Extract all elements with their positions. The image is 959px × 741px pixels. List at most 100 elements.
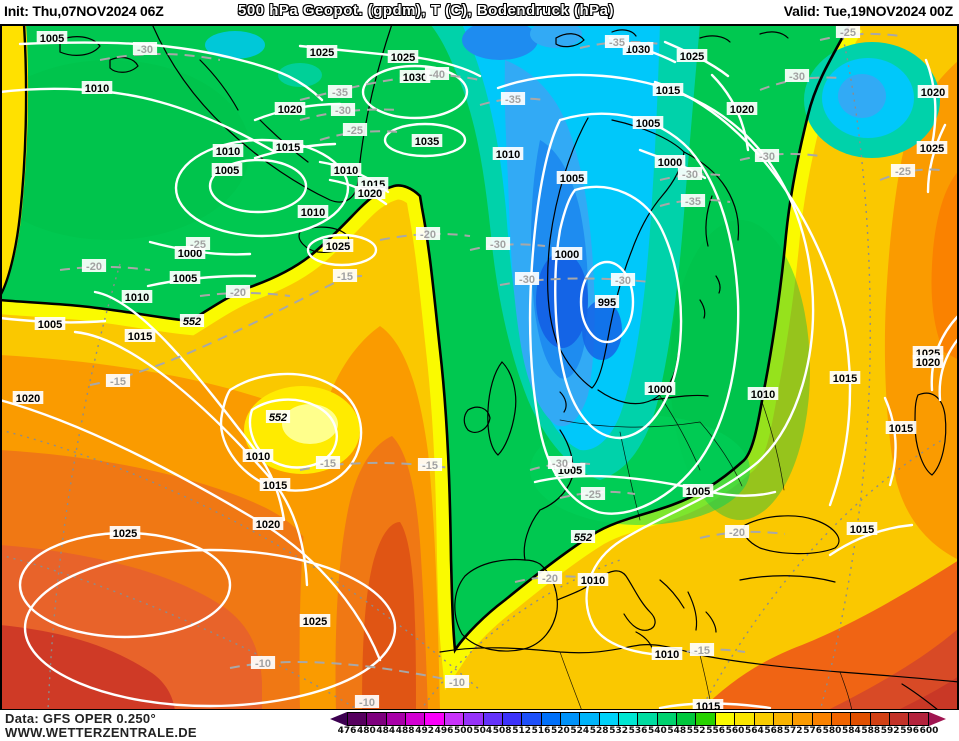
temperature-label: -20	[542, 573, 558, 585]
colorbar-tick: 596	[900, 726, 919, 736]
temperature-label-box	[424, 67, 450, 80]
colorbar-cell	[754, 713, 774, 725]
geopotential-label: 552	[574, 532, 592, 544]
pressure-label: 1005	[215, 165, 239, 177]
temperature-label: -30	[490, 239, 506, 251]
pressure-label-box	[297, 205, 329, 218]
pressure-label: 1025	[680, 51, 704, 63]
colorbar-tick: 552	[686, 726, 706, 736]
pressure-label-box	[252, 517, 284, 530]
geopotential-label-box	[265, 410, 291, 423]
temperature-label: -25	[840, 27, 856, 39]
colorbar-tick: 576	[803, 726, 822, 736]
temperature-label: -25	[585, 489, 601, 501]
temperature-label: -35	[685, 196, 701, 208]
colorbar-cell	[619, 713, 639, 725]
pressure-label: 1015	[263, 480, 287, 492]
colorbar-cell	[696, 713, 716, 725]
footer-bar: Data: GFS OPER 0.250° WWW.WETTERZENTRALE…	[0, 710, 959, 741]
colorbar-tick: 484	[376, 726, 396, 736]
pressure-label: 1005	[636, 118, 660, 130]
pressure-label-box	[652, 83, 684, 96]
geopotential-label-box	[179, 314, 205, 327]
temperature-label: -25	[190, 239, 206, 251]
pressure-label-box	[124, 329, 156, 342]
temperature-label-box	[835, 25, 861, 38]
temperature-label-box	[354, 695, 380, 708]
colorbar-cell	[502, 713, 523, 725]
pressure-label-box	[399, 70, 431, 83]
pressure-label: 1010	[751, 389, 775, 401]
pressure-label: 1000	[555, 249, 579, 261]
temperature-label-box	[610, 273, 636, 286]
temperature-label-box	[415, 227, 441, 240]
temperature-label-box	[537, 571, 563, 584]
pressure-label-box	[682, 484, 714, 497]
temperature-label-box	[342, 123, 368, 136]
colorbar-cell	[735, 713, 755, 725]
pressure-label: 1020	[730, 104, 754, 116]
temperature-label: -10	[449, 677, 465, 689]
pressure-label: 1005	[40, 33, 64, 45]
pressure-label: 1015	[276, 142, 300, 154]
pressure-label-box	[36, 31, 68, 44]
temperature-label: -35	[505, 94, 521, 106]
colorbar-tick: 496	[434, 726, 454, 736]
colorbar-tick: 476	[337, 726, 357, 736]
temperature-label: -40	[429, 69, 445, 81]
pressure-label-box	[726, 102, 758, 115]
colorbar-cell	[812, 713, 832, 725]
colorbar-cell	[522, 713, 542, 725]
pressure-label: 1035	[415, 136, 439, 148]
temperature-label: -30	[519, 274, 535, 286]
pressure-label-box	[651, 647, 683, 660]
temperature-label: -30	[789, 71, 805, 83]
colorbar-cell	[580, 713, 600, 725]
pressure-label: 1020	[16, 393, 40, 405]
temperature-label-box	[677, 167, 703, 180]
colorbar-cell	[444, 713, 465, 725]
temperature-label-box	[754, 149, 780, 162]
colorbar-tick: 488	[395, 726, 415, 736]
map-labels: 1005 1010 1025 1025 1030 1020 1035 1015 1010 1005…	[12, 25, 949, 711]
colorbar-cell	[677, 713, 697, 725]
geopotential-label: 552	[183, 316, 201, 328]
pressure-label: 1025	[920, 143, 944, 155]
pressure-label: 1000	[648, 384, 672, 396]
colorbar-cell	[406, 713, 426, 725]
temperature-label-box	[185, 237, 211, 250]
pressure-label: 1020	[358, 188, 382, 200]
pressure-label: 1010	[85, 83, 109, 95]
pressure-label-box	[354, 186, 386, 199]
pressure-label-box	[622, 42, 654, 55]
pressure-label-box	[551, 247, 583, 260]
temperature-label: -20	[230, 287, 246, 299]
pressure-label: 1010	[581, 575, 605, 587]
pressure-label: 1015	[696, 701, 720, 711]
pressure-label-box	[212, 144, 244, 157]
pressure-label: 1005	[686, 486, 710, 498]
temperature-label: -10	[359, 697, 375, 709]
temperature-label: -20	[86, 261, 102, 273]
temperature-label-box	[500, 92, 526, 105]
temperature-label: -30	[682, 169, 698, 181]
colorbar-right-arrow	[929, 712, 946, 726]
pressure-label-box	[917, 85, 949, 98]
chart-title: 500 hPa Geopot. (gpdm), T (C), Bodendruc…	[238, 2, 615, 19]
colorbar-tick: 508	[492, 726, 512, 736]
geopotential-label: 552	[269, 412, 287, 424]
colorbar-left-arrow	[330, 712, 347, 726]
pressure-label: 1025	[310, 47, 334, 59]
temperature-label: -15	[320, 458, 336, 470]
temperature-label: -15	[422, 460, 438, 472]
colorbar-cell	[890, 713, 910, 725]
pressure-label-box	[594, 295, 620, 308]
pressure-label-box	[322, 239, 354, 252]
pressure-label-box	[242, 449, 274, 462]
colorbar-cell	[348, 713, 368, 725]
colorbar-cell	[599, 713, 620, 725]
pressure-label-box	[259, 478, 291, 491]
pressure-label-box	[577, 573, 609, 586]
temperature-label: -15	[110, 376, 126, 388]
pressure-label: 1015	[850, 524, 874, 536]
